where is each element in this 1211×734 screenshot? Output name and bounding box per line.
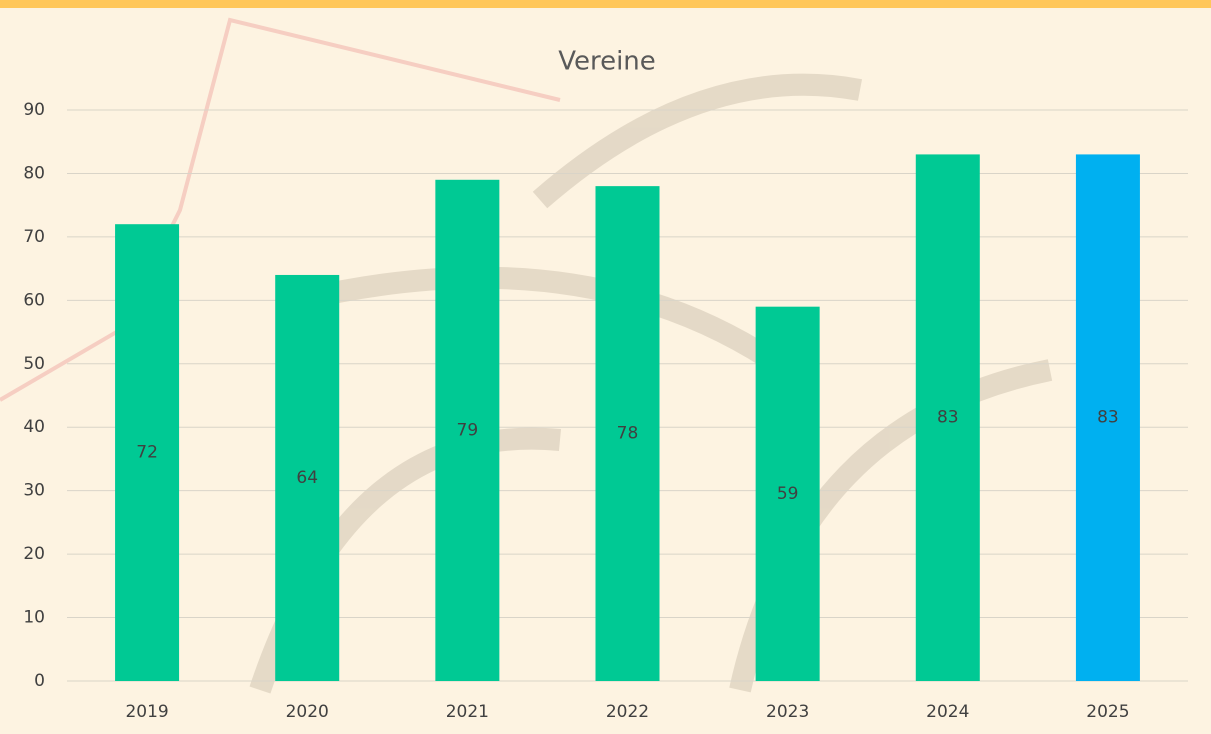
data-label: 83	[1097, 408, 1119, 428]
x-tick-label: 2023	[766, 702, 809, 722]
bar	[915, 154, 980, 681]
data-label: 59	[777, 484, 799, 504]
bar	[755, 306, 820, 681]
y-tick-label: 30	[23, 481, 45, 501]
y-tick-label: 0	[34, 671, 45, 691]
y-tick-label: 90	[23, 100, 45, 120]
x-tick-label: 2025	[1086, 702, 1129, 722]
data-label: 64	[296, 468, 318, 488]
x-tick-label: 2021	[446, 702, 489, 722]
bar	[595, 186, 660, 681]
bar	[275, 274, 340, 681]
data-label: 79	[457, 420, 479, 440]
y-tick-label: 50	[23, 354, 45, 374]
top-band	[0, 0, 1211, 8]
y-tick-label: 10	[23, 608, 45, 628]
bar	[1075, 154, 1140, 681]
data-label: 72	[136, 443, 158, 463]
chart-title: Vereine	[558, 47, 656, 77]
y-tick-label: 80	[23, 163, 45, 183]
y-tick-label: 40	[23, 417, 45, 437]
x-tick-label: 2022	[606, 702, 649, 722]
data-label: 78	[617, 424, 639, 444]
data-label: 83	[937, 408, 959, 428]
y-tick-label: 20	[23, 544, 45, 564]
watermark-line	[0, 17, 561, 402]
x-tick-label: 2020	[286, 702, 329, 722]
bar	[435, 179, 500, 682]
y-tick-label: 60	[23, 290, 45, 310]
bar	[115, 224, 180, 681]
y-tick-label: 70	[23, 227, 45, 247]
x-tick-label: 2024	[926, 702, 969, 722]
x-tick-label: 2019	[125, 702, 168, 722]
